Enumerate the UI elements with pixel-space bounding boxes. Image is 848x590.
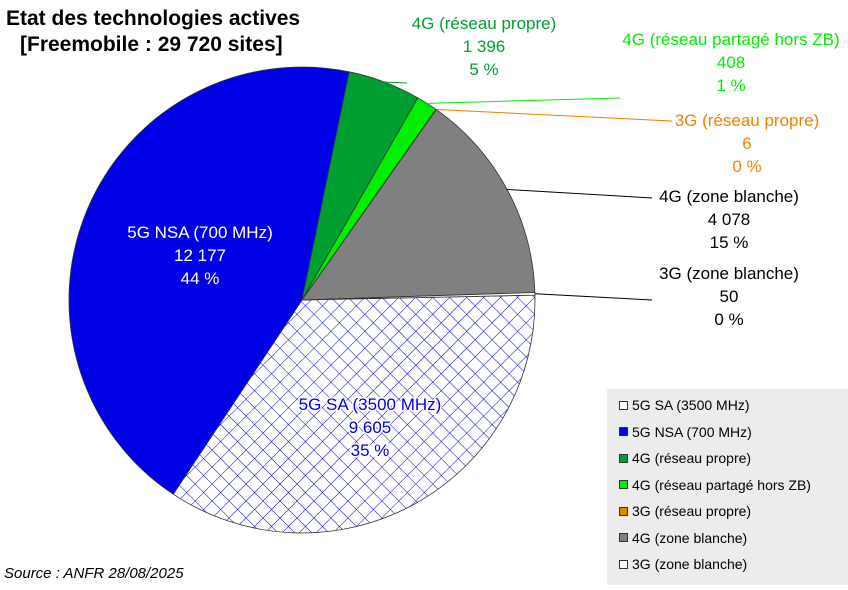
legend-swatch-4 [619,506,628,516]
source-note: Source : ANFR 28/08/2025 [4,565,184,582]
legend-item-6: 3G (zone blanche) [619,555,747,573]
slice-label-name-6: 3G (zone blanche) [659,264,799,283]
chart-title-line-1: Etat des technologies actives [6,7,301,30]
slice-label-percent-6: 0 % [714,310,743,329]
slice-label-name-5: 4G (zone blanche) [659,187,799,206]
leader-line-6 [534,293,653,301]
legend-label-2: 4G (réseau propre) [632,450,752,466]
slice-label-value-6: 50 [720,287,739,306]
pie-slice-1 [68,66,350,495]
slice-label-name-4: 3G (réseau propre) [675,111,820,130]
slice-label-name-2: 4G (réseau propre) [412,14,557,33]
slice-label-value-5: 4 078 [708,210,751,229]
slice-label-value-4: 6 [742,134,751,153]
slice-label-name-1: 5G NSA (700 MHz) [127,223,273,242]
slice-label-percent-2: 5 % [469,60,498,79]
legend-label-3: 4G (réseau partagé hors ZB) [632,476,811,493]
slice-label-percent-1: 44 % [181,269,220,288]
leader-line-4 [436,108,673,122]
pie-slice-5 [301,109,536,301]
slice-label-value-3: 408 [717,53,745,72]
slice-label-percent-4: 0 % [732,157,761,176]
legend-item-5: 4G (zone blanche) [619,529,747,547]
legend-label-1: 5G NSA (700 MHz) [632,423,752,440]
legend-label-0: 5G SA (3500 MHz) [632,397,750,413]
legend-item-0: 5G SA (3500 MHz) [619,396,750,414]
slice-label-value-2: 1 396 [463,37,506,56]
legend-swatch-6 [619,559,628,569]
pie-slice-0 [172,294,536,534]
slice-label-percent-0: 35 % [351,441,390,460]
chart-title: Etat des technologies actives [Freemobil… [6,6,300,58]
slice-label-name-3: 4G (réseau partagé hors ZB) [622,30,839,49]
legend: 5G SA (3500 MHz) 5G NSA (700 MHz) 4G (rése… [607,389,848,585]
legend-swatch-0 [619,400,628,410]
slice-label-name-0: 5G SA (3500 MHz) [299,395,442,414]
legend-item-1: 5G NSA (700 MHz) [619,423,752,441]
legend-label-6: 3G (zone blanche) [632,556,748,572]
slice-label-percent-3: 1 % [716,76,745,95]
chart-title-line-2: [Freemobile : 29 720 sites] [20,33,283,56]
leader-line-5 [507,188,653,199]
slice-label-percent-5: 15 % [710,233,749,252]
leader-line-3 [427,97,621,104]
legend-item-4: 3G (réseau propre) [619,502,751,520]
legend-item-2: 4G (réseau propre) [619,449,751,467]
legend-label-5: 4G (zone blanche) [632,529,748,546]
slice-label-value-0: 9 605 [349,418,392,437]
legend-swatch-2 [619,453,628,463]
legend-swatch-5 [619,533,628,542]
legend-item-3: 4G (réseau partagé hors ZB) [619,476,811,494]
legend-label-4: 3G (réseau propre) [632,503,752,519]
slice-label-value-1: 12 177 [174,246,226,265]
leader-line-2 [384,81,408,84]
legend-swatch-1 [619,427,628,436]
legend-swatch-3 [619,480,628,489]
